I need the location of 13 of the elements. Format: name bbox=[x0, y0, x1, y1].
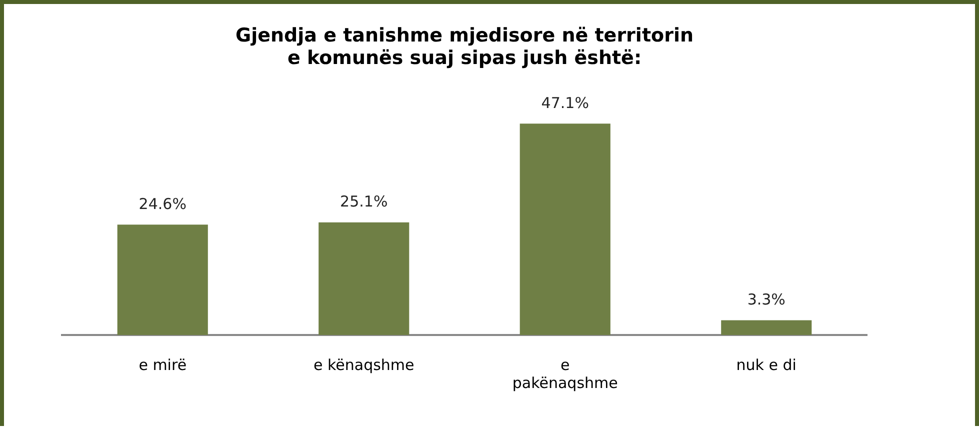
data-label: 25.1% bbox=[340, 192, 388, 211]
bar bbox=[721, 320, 812, 335]
x-tick-label: e mirë bbox=[138, 356, 187, 374]
x-tick-label: nuk e di bbox=[736, 356, 796, 374]
x-tick-label: e kënaqshme bbox=[313, 356, 414, 374]
bar bbox=[318, 222, 410, 335]
data-label: 47.1% bbox=[541, 94, 589, 112]
bar bbox=[520, 124, 610, 335]
bar bbox=[117, 224, 208, 335]
chart-title: Gjendja e tanishme mjedisore në territorin e komunës suaj sipas jush është: bbox=[236, 24, 694, 70]
x-tick-label: e pakënaqshme bbox=[512, 356, 618, 392]
data-label: 24.6% bbox=[138, 194, 186, 213]
data-label: 3.3% bbox=[747, 290, 786, 309]
